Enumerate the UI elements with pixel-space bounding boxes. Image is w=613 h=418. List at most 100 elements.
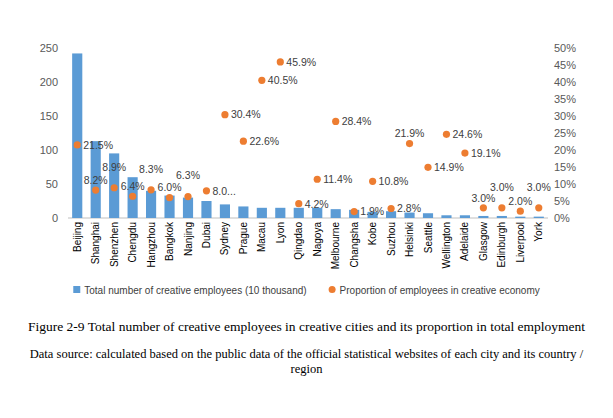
source-note: Data source: calculated based on the pub… xyxy=(27,347,587,377)
x-tick-label: York xyxy=(533,221,544,242)
x-tick-label: Helsinki xyxy=(404,222,415,257)
point xyxy=(406,140,413,147)
point xyxy=(129,193,136,200)
point xyxy=(351,208,358,215)
data-label: 6.3% xyxy=(176,169,200,181)
point xyxy=(166,194,173,201)
chart: 0501001502002500%5%10%15%20%25%30%35%40%… xyxy=(0,0,613,305)
x-tick-label: Sydney xyxy=(219,222,230,255)
x-axis-line xyxy=(68,218,548,219)
point xyxy=(258,77,265,84)
point xyxy=(74,141,81,148)
data-label: 40.5% xyxy=(268,74,298,86)
y-tick-label: 200 xyxy=(40,76,58,88)
x-tick-label: Wellington xyxy=(441,222,452,269)
data-labels: 21.5%8.2%8.9%6.4%8.3%6.0%6.3%8.0...30.4%… xyxy=(83,56,551,218)
y-tick-label: 100 xyxy=(40,144,58,156)
data-label: 21.5% xyxy=(83,139,113,151)
y-tick-label: 250 xyxy=(40,42,58,54)
bar xyxy=(478,216,488,218)
x-tick-label: Lyon xyxy=(275,222,286,243)
point xyxy=(498,204,505,211)
x-tick-label: Dubai xyxy=(201,222,212,248)
point xyxy=(147,186,154,193)
legend-swatch xyxy=(329,286,336,293)
bar xyxy=(441,215,451,218)
bar xyxy=(183,198,193,218)
x-tick-label: Seattle xyxy=(423,222,434,254)
y-tick-label: 0 xyxy=(52,212,58,224)
data-label: 11.4% xyxy=(323,173,352,185)
point xyxy=(461,149,468,156)
point xyxy=(203,187,210,194)
y-tick-label: 50 xyxy=(46,178,58,190)
bar xyxy=(460,215,470,218)
y2-tick-label: 40% xyxy=(554,76,576,88)
point xyxy=(221,111,228,118)
y2-tick-label: 10% xyxy=(554,178,576,190)
data-label: 3.0% xyxy=(490,181,514,193)
bar xyxy=(257,208,267,218)
y2-tick-label: 25% xyxy=(554,127,576,139)
data-label: 10.8% xyxy=(379,175,409,187)
data-label: 6.4% xyxy=(121,180,145,192)
y2-tick-label: 30% xyxy=(554,110,576,122)
bar xyxy=(275,208,285,218)
data-label: 3.0% xyxy=(471,192,495,204)
legend-label: Total number of creative employees (10 t… xyxy=(84,285,306,296)
bar xyxy=(201,201,211,218)
point xyxy=(314,176,321,183)
x-tick-label: Nanjing xyxy=(183,222,194,256)
x-tick-label: Edinburgh xyxy=(496,222,507,268)
x-tick-label: Adelaide xyxy=(459,222,470,261)
data-label: 3.0% xyxy=(527,181,551,193)
data-label: 14.9% xyxy=(434,161,464,173)
point xyxy=(387,205,394,212)
data-label: 2.8% xyxy=(397,202,421,214)
y2-tick-label: 0% xyxy=(554,212,570,224)
data-label: 45.9% xyxy=(286,56,316,68)
point xyxy=(369,178,376,185)
y2-tick-label: 45% xyxy=(554,59,576,71)
data-label: 1.9% xyxy=(360,205,384,217)
data-label: 6.0% xyxy=(158,181,182,193)
point xyxy=(240,138,247,145)
data-label: 8.0... xyxy=(212,185,235,197)
x-tick-label: Hangzhou xyxy=(146,222,157,268)
x-tick-label: Nagoya xyxy=(312,222,323,257)
x-tick-label: Prague xyxy=(238,222,249,255)
x-tick-label: Bangkok xyxy=(164,221,175,261)
bar xyxy=(386,211,396,218)
data-label: 19.1% xyxy=(471,147,501,159)
legend-swatch xyxy=(73,286,80,293)
point xyxy=(111,184,118,191)
point xyxy=(295,200,302,207)
bar xyxy=(534,217,544,218)
x-tick-label: Liverpool xyxy=(515,222,526,263)
point xyxy=(277,58,284,65)
bar xyxy=(238,206,248,218)
x-tick-label: Suzhou xyxy=(386,222,397,256)
caption: Figure 2-9 Total number of creative empl… xyxy=(27,319,587,335)
y2-tick-label: 15% xyxy=(554,161,576,173)
bar xyxy=(331,209,341,218)
data-label: 4.2% xyxy=(305,198,329,210)
x-tick-label: Glasgow xyxy=(478,221,489,261)
bar xyxy=(72,53,82,218)
data-label: 8.2% xyxy=(84,174,108,186)
y2-tick-label: 35% xyxy=(554,93,576,105)
bar xyxy=(146,191,156,218)
point xyxy=(92,187,99,194)
data-label: 2.0% xyxy=(508,195,532,207)
bar xyxy=(220,204,230,218)
marks xyxy=(72,53,544,218)
x-tick-label: Kobe xyxy=(367,222,378,246)
x-tick-label: Qingdao xyxy=(293,222,304,260)
data-label: 24.6% xyxy=(452,128,482,140)
x-tick-label: Changsha xyxy=(349,222,360,268)
x-tick-label: Shenzhen xyxy=(109,222,120,267)
legend-label: Proportion of employees in creative econ… xyxy=(340,285,540,296)
x-tick-label: Macau xyxy=(256,222,267,252)
bar xyxy=(515,217,525,218)
point xyxy=(443,131,450,138)
